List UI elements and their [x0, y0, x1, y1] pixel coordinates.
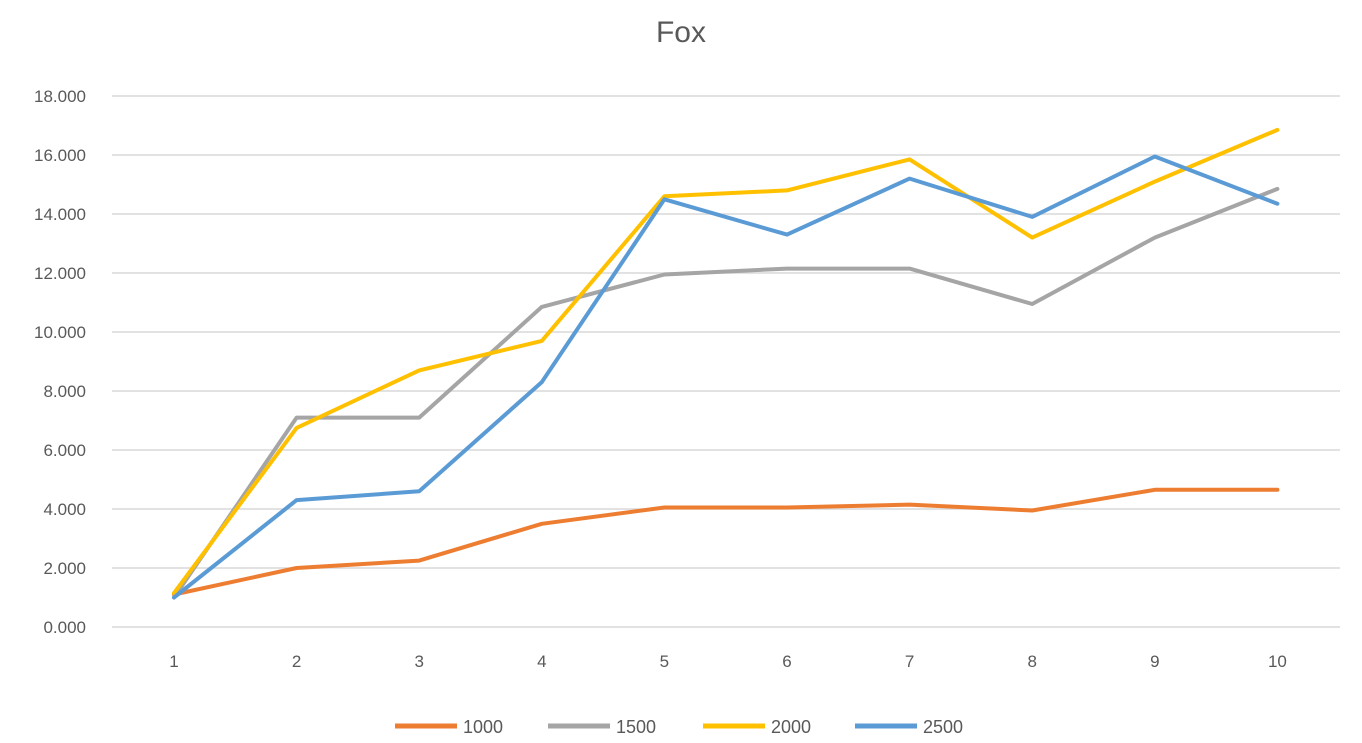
x-tick-label-0: 1: [169, 652, 178, 671]
y-tick-label-6: 12.000: [34, 264, 86, 283]
y-tick-label-7: 14.000: [34, 205, 86, 224]
series-line-2000: [172, 127, 1280, 596]
y-tick-label-1: 2.000: [43, 559, 86, 578]
legend-label-2000: 2000: [771, 717, 811, 737]
y-tick-label-5: 10.000: [34, 323, 86, 342]
legend-label-2500: 2500: [923, 717, 963, 737]
legend-label-1500: 1500: [616, 717, 656, 737]
y-tick-label-4: 8.000: [43, 382, 86, 401]
x-tick-label-4: 5: [660, 652, 669, 671]
chart-title: Fox: [656, 16, 706, 49]
gridlines: [112, 95, 1340, 628]
y-tick-label-0: 0.000: [43, 618, 86, 637]
x-tick-label-6: 7: [905, 652, 914, 671]
y-axis-ticks: 0.000 2.000 4.000 6.000 8.000 10.000 12.000 14.…: [34, 87, 86, 637]
y-tick-label-3: 6.000: [43, 441, 86, 460]
x-tick-label-2: 3: [414, 652, 423, 671]
y-tick-label-2: 4.000: [43, 500, 86, 519]
series-lines: [172, 127, 1280, 600]
x-tick-label-5: 6: [782, 652, 791, 671]
x-tick-label-9: 10: [1268, 652, 1287, 671]
x-tick-label-7: 8: [1027, 652, 1036, 671]
legend-label-1000: 1000: [463, 717, 503, 737]
y-tick-label-9: 18.000: [34, 87, 86, 106]
x-tick-label-1: 2: [292, 652, 301, 671]
series-line-1500: [172, 186, 1280, 600]
y-tick-label-8: 16.000: [34, 146, 86, 165]
series-line-1000: [172, 487, 1280, 597]
legend: 1000 1500 2000 2500: [395, 717, 963, 737]
x-axis-ticks: 1 2 3 4 5 6 7 8 9 10: [169, 652, 1287, 671]
x-tick-label-3: 4: [537, 652, 546, 671]
x-tick-label-8: 9: [1150, 652, 1159, 671]
series-line-2500: [172, 154, 1280, 600]
